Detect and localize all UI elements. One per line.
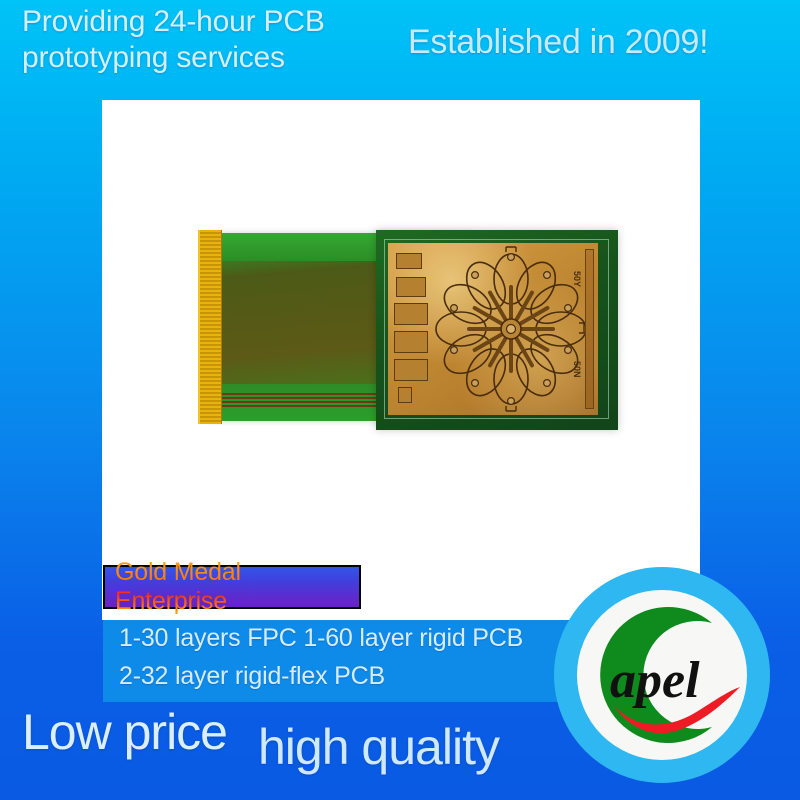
- company-logo: apel: [552, 565, 772, 785]
- logo-wordmark: apel: [610, 652, 700, 709]
- copper-ground-strip: [585, 249, 594, 409]
- spec-line-layers-fpc-rigid: 1-30 layers FPC 1-60 layer rigid PCB: [119, 624, 524, 652]
- component-pad: [396, 277, 426, 297]
- header-banner: Providing 24-hour PCB prototyping servic…: [0, 0, 800, 100]
- gold-medal-badge: Gold Medal Enterprise: [103, 558, 361, 615]
- component-pad: [396, 253, 422, 269]
- slogan-high-quality: high quality: [258, 719, 500, 775]
- gold-edge-connector: [198, 230, 222, 424]
- product-image-stage: 50Y 50N: [102, 100, 700, 620]
- spec-line-rigid-flex: 2-32 layer rigid-flex PCB: [119, 662, 385, 690]
- logo-red-swoosh: [614, 687, 740, 734]
- flex-trace: [222, 401, 474, 403]
- component-pad: [398, 387, 412, 403]
- gold-medal-badge-label: Gold Medal Enterprise: [105, 558, 359, 616]
- apel-logo-icon: apel: [554, 567, 770, 783]
- copper-pattern-area: 50Y 50N: [388, 243, 598, 415]
- component-pad: [394, 331, 428, 353]
- flex-trace: [222, 397, 474, 399]
- headline-primary: Providing 24-hour PCB prototyping servic…: [22, 5, 325, 74]
- rigid-board-section: 50Y 50N: [376, 230, 618, 430]
- flex-trace: [222, 405, 474, 407]
- flower-petal-circuit-icon: 50Y 50N: [435, 246, 587, 412]
- capability-spec-band: 1-30 layers FPC 1-60 layer rigid PCB 2-3…: [103, 620, 580, 702]
- slogan-low-price: Low price: [22, 704, 228, 760]
- logo-green-crescent: [600, 607, 712, 743]
- board-outline-frame: [384, 239, 609, 419]
- silkscreen-label-right-top: 50Y: [572, 271, 582, 287]
- silkscreen-label-right-bottom: 50N: [572, 361, 582, 378]
- flex-trace: [222, 393, 474, 395]
- headline-secondary: Established in 2009!: [408, 23, 709, 61]
- component-pad: [394, 303, 428, 325]
- pcb-product-photo: 50Y 50N: [198, 230, 618, 430]
- component-pad: [394, 359, 428, 381]
